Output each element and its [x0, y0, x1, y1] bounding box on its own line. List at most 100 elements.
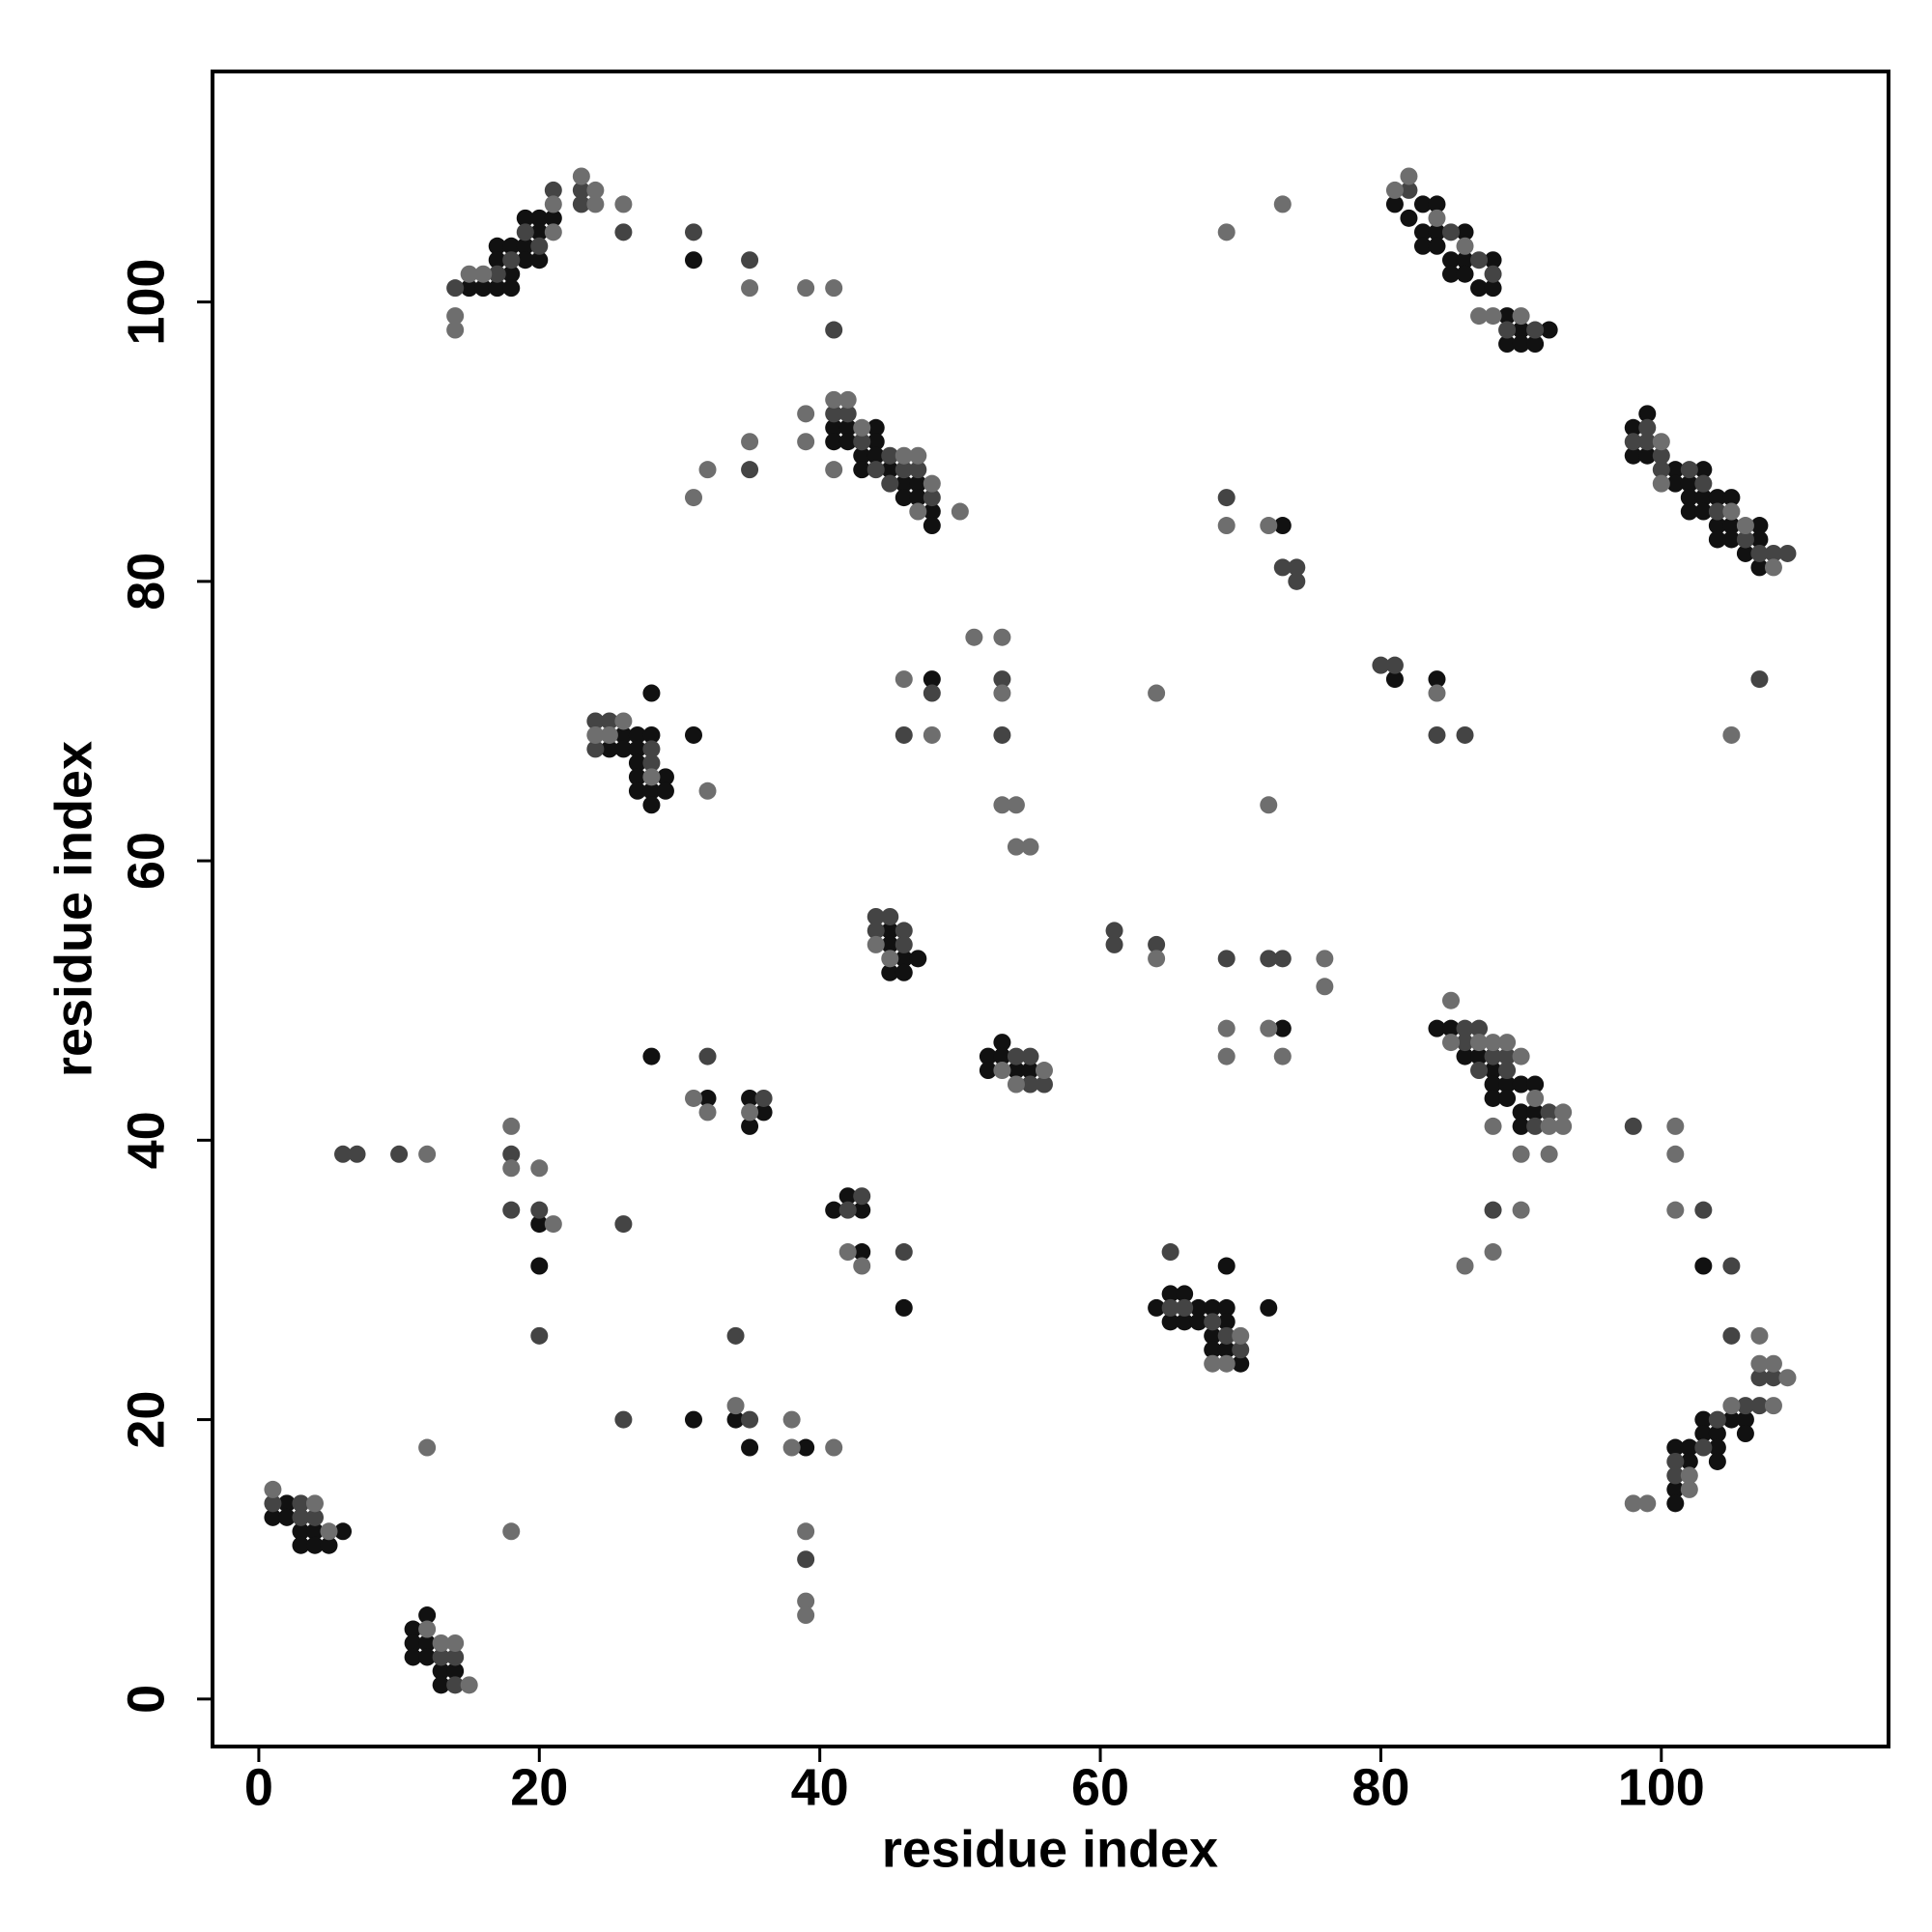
point [909, 950, 927, 968]
point [1273, 517, 1292, 535]
point [418, 1620, 437, 1638]
point [825, 433, 843, 451]
point [305, 1522, 324, 1541]
point [1470, 251, 1489, 270]
point [516, 209, 534, 227]
point [320, 1536, 338, 1554]
point [1189, 1313, 1208, 1331]
point [446, 321, 465, 339]
point [1204, 1354, 1222, 1373]
point [867, 418, 885, 437]
point [1498, 1034, 1517, 1052]
point [923, 725, 941, 744]
point [1217, 950, 1236, 968]
point [1428, 684, 1446, 702]
point [488, 279, 506, 298]
point [1484, 307, 1502, 326]
point [1413, 223, 1432, 242]
point [1666, 474, 1685, 493]
point [895, 922, 913, 940]
point [305, 1536, 324, 1554]
point [305, 1494, 324, 1513]
point [572, 167, 590, 185]
point [1470, 307, 1489, 326]
point [446, 1676, 465, 1694]
point [684, 489, 702, 507]
point [797, 1522, 815, 1541]
point [1554, 1103, 1573, 1122]
point [1722, 1397, 1741, 1415]
point [698, 1089, 717, 1107]
point [1512, 1075, 1530, 1094]
point [418, 1145, 437, 1163]
point [1680, 461, 1698, 479]
point [1680, 474, 1698, 493]
point [867, 935, 885, 953]
point [432, 1662, 450, 1680]
point [277, 1508, 296, 1526]
point [782, 1410, 801, 1429]
point [979, 1047, 997, 1065]
point [741, 1410, 759, 1429]
point [656, 781, 674, 800]
point [1470, 279, 1489, 298]
point [544, 223, 562, 242]
x-tick-label: 40 [791, 1758, 849, 1816]
point [1217, 223, 1236, 242]
point [502, 237, 521, 255]
point [1161, 1298, 1179, 1317]
point [1400, 181, 1418, 199]
point [1750, 670, 1769, 689]
point [1273, 1019, 1292, 1037]
point [1708, 1410, 1726, 1429]
point [530, 1257, 549, 1275]
point [797, 1606, 815, 1625]
point [1498, 1075, 1517, 1094]
point [1007, 1062, 1025, 1080]
point [1484, 1201, 1502, 1219]
point [586, 740, 605, 758]
point [1260, 796, 1278, 814]
point [1161, 1313, 1179, 1331]
point [1512, 1047, 1530, 1065]
point [726, 1410, 745, 1429]
point [1764, 544, 1782, 562]
point [530, 1326, 549, 1345]
point [1428, 209, 1446, 227]
point [782, 1438, 801, 1457]
point [1526, 1089, 1545, 1107]
point [1498, 307, 1517, 326]
point [1260, 1019, 1278, 1037]
point [909, 474, 927, 493]
point [895, 725, 913, 744]
point [923, 517, 941, 535]
point [1540, 1117, 1558, 1135]
point [698, 1103, 717, 1122]
point [1161, 1243, 1179, 1262]
point [530, 1201, 549, 1219]
point [684, 1089, 702, 1107]
point [1736, 517, 1754, 535]
point [1456, 1047, 1474, 1065]
point [1456, 265, 1474, 283]
point [895, 950, 913, 968]
point [1638, 1494, 1657, 1513]
point [628, 740, 646, 758]
point [1442, 265, 1461, 283]
point [1666, 1466, 1685, 1485]
point [979, 1062, 997, 1080]
point [1456, 1019, 1474, 1037]
point [853, 418, 871, 437]
point [1007, 796, 1025, 814]
point [684, 251, 702, 270]
point [1708, 1438, 1726, 1457]
point [614, 1410, 633, 1429]
point [1161, 1285, 1179, 1303]
point [909, 489, 927, 507]
point [1204, 1326, 1222, 1345]
point [446, 307, 465, 326]
point [1722, 725, 1741, 744]
point [544, 195, 562, 213]
point [684, 223, 702, 242]
point [530, 223, 549, 242]
